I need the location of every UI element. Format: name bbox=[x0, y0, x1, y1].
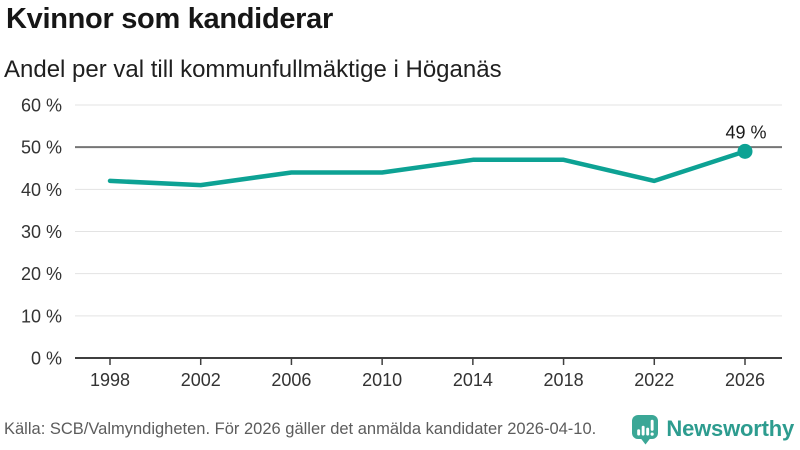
y-tick-label: 30 % bbox=[21, 222, 62, 242]
y-tick-label: 40 % bbox=[21, 180, 62, 200]
x-tick-label: 2018 bbox=[544, 370, 584, 390]
y-tick-label: 60 % bbox=[21, 96, 62, 116]
newsworthy-logo: Newsworthy bbox=[631, 414, 794, 445]
y-tick-label: 0 % bbox=[31, 349, 62, 369]
data-line bbox=[107, 149, 748, 188]
x-tick-label: 2026 bbox=[725, 370, 765, 390]
y-tick-label: 50 % bbox=[21, 138, 62, 158]
chart-title: Kvinnor som kandiderar bbox=[6, 3, 333, 35]
last-data-point bbox=[737, 143, 753, 159]
x-tick-label: 2022 bbox=[634, 370, 674, 390]
last-point-label: 49 % bbox=[725, 122, 766, 142]
x-tick-label: 2014 bbox=[453, 370, 493, 390]
chart-subtitle: Andel per val till kommunfullmäktige i H… bbox=[4, 56, 502, 83]
x-tick-label: 2010 bbox=[362, 370, 402, 390]
x-tick-label: 2002 bbox=[181, 370, 221, 390]
y-tick-label: 10 % bbox=[21, 306, 62, 326]
x-tick-label: 1998 bbox=[90, 370, 130, 390]
newsworthy-wordmark: Newsworthy bbox=[666, 416, 794, 441]
y-tick-label: 20 % bbox=[21, 264, 62, 284]
footer: Källa: SCB/Valmyndigheten. För 2026 gäll… bbox=[0, 414, 800, 450]
newsworthy-speech-bubble-bar-chart-icon bbox=[632, 414, 659, 444]
line-chart-svg: 0 % 10 % 20 % 30 % 40 % 50 % 60 % 1998 2002 2006 2… bbox=[21, 96, 782, 390]
line-chart: 0 % 10 % 20 % 30 % 40 % 50 % 60 % 1998 2002 2006 2… bbox=[0, 88, 800, 403]
x-tick-label: 2006 bbox=[271, 370, 311, 390]
source-text: Källa: SCB/Valmyndigheten. För 2026 gäll… bbox=[4, 419, 597, 438]
